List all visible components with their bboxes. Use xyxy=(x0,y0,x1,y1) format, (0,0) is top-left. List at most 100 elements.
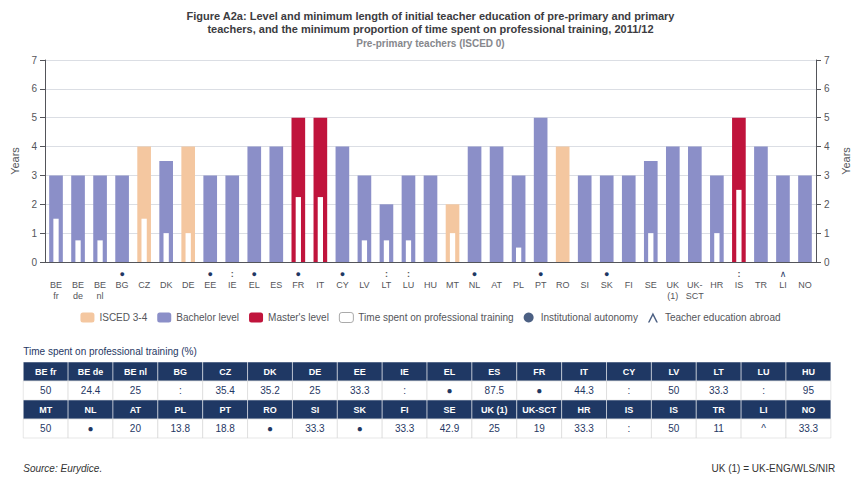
svg-text:^: ^ xyxy=(761,423,766,434)
svg-text:LI: LI xyxy=(760,405,768,415)
svg-text:LV: LV xyxy=(668,367,679,377)
svg-text:CY: CY xyxy=(623,367,636,377)
svg-text:DK: DK xyxy=(160,280,173,290)
svg-text:(1): (1) xyxy=(667,291,678,301)
svg-text:●: ● xyxy=(472,269,477,279)
svg-text:PL: PL xyxy=(175,405,187,415)
svg-text:RO: RO xyxy=(556,280,570,290)
svg-text:EE: EE xyxy=(204,280,216,290)
svg-text:UK-SCT: UK-SCT xyxy=(522,405,556,415)
svg-text:5: 5 xyxy=(31,112,37,123)
svg-text:0: 0 xyxy=(824,257,830,268)
svg-text:NL: NL xyxy=(85,405,97,415)
svg-text:33.3: 33.3 xyxy=(709,385,729,396)
svg-text:7: 7 xyxy=(31,55,37,66)
svg-text:Time spent on professional tra: Time spent on professional training (%) xyxy=(23,346,197,357)
svg-text:25: 25 xyxy=(489,423,501,434)
svg-text:LT: LT xyxy=(382,280,392,290)
svg-text:44.3: 44.3 xyxy=(574,385,594,396)
svg-text:UK (1) = UK-ENG/WLS/NIR: UK (1) = UK-ENG/WLS/NIR xyxy=(712,463,836,474)
svg-text:EL: EL xyxy=(444,367,456,377)
svg-text:Master's level: Master's level xyxy=(268,312,329,323)
svg-text:Bachelor level: Bachelor level xyxy=(176,312,239,323)
svg-text:25: 25 xyxy=(130,385,142,396)
svg-text:SE: SE xyxy=(443,405,455,415)
svg-text:●: ● xyxy=(446,385,452,396)
svg-text:teachers, and the minimum prop: teachers, and the minimum proportion of … xyxy=(207,23,653,35)
svg-text:RO: RO xyxy=(263,405,277,415)
svg-text:2: 2 xyxy=(824,199,830,210)
svg-text:Pre-primary teachers (ISCED 0): Pre-primary teachers (ISCED 0) xyxy=(356,38,504,49)
svg-text:BE: BE xyxy=(50,280,62,290)
svg-text:TR: TR xyxy=(713,405,725,415)
svg-text:TR: TR xyxy=(755,280,767,290)
svg-text::: : xyxy=(231,269,234,279)
svg-text:UK: UK xyxy=(667,280,680,290)
svg-text:3: 3 xyxy=(824,170,830,181)
svg-text:ISCED 3-4: ISCED 3-4 xyxy=(99,312,147,323)
svg-text:●: ● xyxy=(267,423,273,434)
svg-text:PT: PT xyxy=(219,405,231,415)
svg-text::: : xyxy=(762,385,765,396)
svg-text:3: 3 xyxy=(31,170,37,181)
svg-text:SE: SE xyxy=(645,280,657,290)
svg-text:●: ● xyxy=(296,269,301,279)
svg-text:∧: ∧ xyxy=(780,269,787,279)
svg-text:Institutional autonomy: Institutional autonomy xyxy=(541,312,638,323)
svg-text:Source: Eurydice.: Source: Eurydice. xyxy=(23,463,102,474)
svg-text:CZ: CZ xyxy=(219,367,231,377)
svg-text:33.3: 33.3 xyxy=(799,423,819,434)
svg-text:NO: NO xyxy=(802,405,816,415)
svg-text:AT: AT xyxy=(491,280,502,290)
svg-text:AT: AT xyxy=(130,405,142,415)
svg-text::: : xyxy=(385,269,388,279)
svg-text:IS: IS xyxy=(670,405,679,415)
svg-text:19: 19 xyxy=(534,423,546,434)
svg-text:IS: IS xyxy=(625,405,634,415)
svg-text:50: 50 xyxy=(40,423,52,434)
svg-text:25: 25 xyxy=(309,385,321,396)
svg-text:0: 0 xyxy=(31,257,37,268)
svg-text:2: 2 xyxy=(31,199,37,210)
svg-text:FI: FI xyxy=(401,405,409,415)
svg-text:BG: BG xyxy=(116,280,129,290)
svg-text:13.8: 13.8 xyxy=(171,423,191,434)
svg-text:nl: nl xyxy=(97,291,104,301)
svg-text:de: de xyxy=(73,291,83,301)
svg-text:1: 1 xyxy=(31,228,37,239)
svg-text:FI: FI xyxy=(625,280,633,290)
svg-text:87.5: 87.5 xyxy=(485,385,505,396)
svg-text:●: ● xyxy=(536,385,542,396)
svg-text::: : xyxy=(737,269,740,279)
svg-text:●: ● xyxy=(357,423,363,434)
svg-text:BE nl: BE nl xyxy=(124,367,147,377)
svg-text:IT: IT xyxy=(580,367,589,377)
svg-text:EL: EL xyxy=(249,280,260,290)
svg-text:EE: EE xyxy=(354,367,366,377)
svg-text:●: ● xyxy=(88,423,94,434)
svg-text:1: 1 xyxy=(824,228,830,239)
svg-text:HU: HU xyxy=(802,367,815,377)
svg-text:●: ● xyxy=(207,269,212,279)
svg-text:33.3: 33.3 xyxy=(574,423,594,434)
svg-text:MT: MT xyxy=(39,405,52,415)
svg-text::: : xyxy=(628,423,631,434)
svg-text:SK: SK xyxy=(353,405,366,415)
svg-text:35.2: 35.2 xyxy=(260,385,280,396)
svg-text:Years: Years xyxy=(840,147,852,175)
svg-text:Figure A2a: Level and minimum: Figure A2a: Level and minimum length of … xyxy=(187,10,676,22)
svg-text:fr: fr xyxy=(53,291,59,301)
svg-text:HR: HR xyxy=(578,405,591,415)
svg-text:MT: MT xyxy=(446,280,459,290)
svg-text:PL: PL xyxy=(513,280,524,290)
svg-text:Time spent on professional tra: Time spent on professional training xyxy=(358,312,513,323)
svg-text:●: ● xyxy=(538,269,543,279)
svg-text:DE: DE xyxy=(309,367,322,377)
svg-text:●: ● xyxy=(604,269,609,279)
svg-text:Teacher education abroad: Teacher education abroad xyxy=(665,312,781,323)
svg-text:6: 6 xyxy=(31,83,37,94)
svg-text:BE de: BE de xyxy=(78,367,104,377)
svg-text:SK: SK xyxy=(601,280,613,290)
svg-text::: : xyxy=(403,385,406,396)
svg-text:IT: IT xyxy=(316,280,325,290)
